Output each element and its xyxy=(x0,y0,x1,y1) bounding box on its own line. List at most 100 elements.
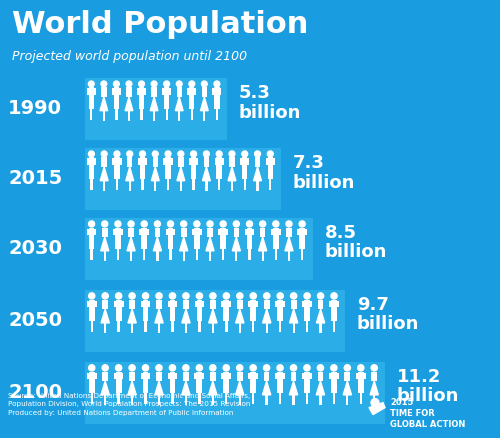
FancyBboxPatch shape xyxy=(216,109,218,120)
Circle shape xyxy=(170,365,175,371)
FancyBboxPatch shape xyxy=(214,87,220,109)
FancyBboxPatch shape xyxy=(120,229,122,235)
FancyBboxPatch shape xyxy=(252,393,254,404)
FancyBboxPatch shape xyxy=(170,300,175,321)
Circle shape xyxy=(101,81,106,87)
Polygon shape xyxy=(177,167,185,181)
FancyBboxPatch shape xyxy=(332,393,335,404)
FancyBboxPatch shape xyxy=(238,323,240,333)
FancyBboxPatch shape xyxy=(279,393,281,404)
FancyBboxPatch shape xyxy=(105,395,106,405)
FancyBboxPatch shape xyxy=(89,300,94,321)
FancyBboxPatch shape xyxy=(152,87,157,97)
FancyBboxPatch shape xyxy=(162,88,164,95)
FancyBboxPatch shape xyxy=(275,373,277,379)
Circle shape xyxy=(299,221,305,227)
Polygon shape xyxy=(101,381,110,395)
FancyBboxPatch shape xyxy=(302,373,304,379)
FancyBboxPatch shape xyxy=(337,300,339,307)
FancyBboxPatch shape xyxy=(212,88,214,95)
FancyBboxPatch shape xyxy=(216,109,218,120)
FancyBboxPatch shape xyxy=(90,393,93,404)
FancyBboxPatch shape xyxy=(198,321,200,332)
FancyBboxPatch shape xyxy=(222,159,224,165)
FancyBboxPatch shape xyxy=(158,323,159,333)
Circle shape xyxy=(250,293,256,299)
FancyBboxPatch shape xyxy=(240,159,242,165)
Circle shape xyxy=(242,151,248,157)
FancyBboxPatch shape xyxy=(236,251,238,261)
Polygon shape xyxy=(125,97,133,111)
FancyBboxPatch shape xyxy=(245,229,246,235)
FancyBboxPatch shape xyxy=(192,179,194,190)
FancyBboxPatch shape xyxy=(189,159,191,165)
Circle shape xyxy=(129,365,135,371)
FancyBboxPatch shape xyxy=(170,371,175,393)
FancyBboxPatch shape xyxy=(94,229,96,235)
Text: 8.5
billion: 8.5 billion xyxy=(324,224,387,261)
FancyBboxPatch shape xyxy=(214,159,216,165)
FancyBboxPatch shape xyxy=(176,87,182,97)
FancyBboxPatch shape xyxy=(118,393,120,404)
FancyBboxPatch shape xyxy=(204,157,209,167)
FancyBboxPatch shape xyxy=(320,323,322,333)
FancyBboxPatch shape xyxy=(256,181,258,191)
FancyBboxPatch shape xyxy=(128,227,134,237)
FancyBboxPatch shape xyxy=(229,373,231,379)
FancyBboxPatch shape xyxy=(85,290,345,352)
Circle shape xyxy=(140,151,145,157)
FancyBboxPatch shape xyxy=(132,323,134,333)
FancyBboxPatch shape xyxy=(118,393,120,404)
FancyBboxPatch shape xyxy=(85,148,280,210)
Circle shape xyxy=(277,365,283,371)
FancyBboxPatch shape xyxy=(142,179,144,190)
FancyBboxPatch shape xyxy=(252,229,254,235)
FancyBboxPatch shape xyxy=(306,393,308,404)
Circle shape xyxy=(156,365,162,371)
FancyBboxPatch shape xyxy=(171,159,172,165)
FancyBboxPatch shape xyxy=(292,395,294,405)
Circle shape xyxy=(116,293,121,299)
FancyBboxPatch shape xyxy=(260,227,266,237)
FancyBboxPatch shape xyxy=(118,321,120,332)
FancyBboxPatch shape xyxy=(331,371,336,393)
FancyBboxPatch shape xyxy=(104,251,106,261)
FancyBboxPatch shape xyxy=(85,78,227,140)
Circle shape xyxy=(114,151,120,157)
Circle shape xyxy=(371,399,379,406)
Circle shape xyxy=(290,365,296,371)
Circle shape xyxy=(268,151,273,157)
FancyBboxPatch shape xyxy=(164,87,170,109)
FancyBboxPatch shape xyxy=(220,88,222,95)
FancyBboxPatch shape xyxy=(144,249,146,260)
FancyBboxPatch shape xyxy=(196,249,198,260)
FancyBboxPatch shape xyxy=(222,249,224,260)
Circle shape xyxy=(234,221,239,227)
FancyBboxPatch shape xyxy=(88,157,94,179)
FancyBboxPatch shape xyxy=(248,300,250,307)
FancyBboxPatch shape xyxy=(114,373,116,379)
Polygon shape xyxy=(228,167,236,181)
Circle shape xyxy=(202,81,207,87)
FancyBboxPatch shape xyxy=(333,321,336,332)
FancyBboxPatch shape xyxy=(194,373,196,379)
FancyBboxPatch shape xyxy=(320,395,322,405)
FancyBboxPatch shape xyxy=(218,179,220,190)
Circle shape xyxy=(183,293,189,299)
FancyBboxPatch shape xyxy=(179,111,180,121)
Polygon shape xyxy=(254,167,262,181)
Circle shape xyxy=(170,293,175,299)
FancyBboxPatch shape xyxy=(122,373,124,379)
FancyBboxPatch shape xyxy=(154,111,155,121)
FancyBboxPatch shape xyxy=(194,227,200,249)
Circle shape xyxy=(358,365,364,371)
FancyBboxPatch shape xyxy=(264,371,270,381)
FancyBboxPatch shape xyxy=(116,371,121,393)
Circle shape xyxy=(290,293,297,299)
FancyBboxPatch shape xyxy=(196,300,202,321)
Polygon shape xyxy=(285,237,293,251)
FancyBboxPatch shape xyxy=(156,251,158,261)
Circle shape xyxy=(229,151,235,157)
FancyBboxPatch shape xyxy=(154,227,160,237)
FancyBboxPatch shape xyxy=(373,395,374,405)
